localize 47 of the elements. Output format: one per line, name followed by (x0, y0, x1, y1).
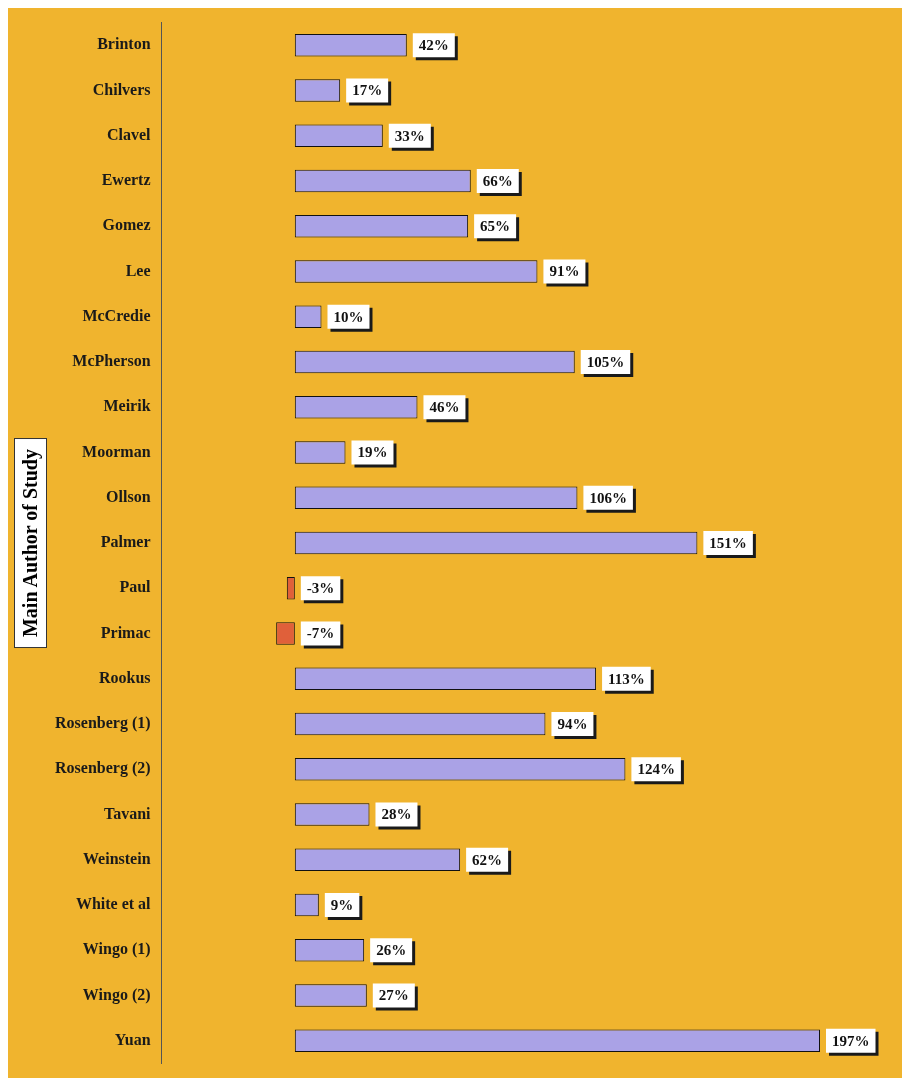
data-label: 151% (709, 534, 747, 551)
y-tick-label: Paul (119, 578, 152, 596)
data-label: -7% (306, 625, 335, 642)
y-tick-label: Yuan (114, 1030, 151, 1048)
data-label: -3% (306, 580, 335, 597)
y-tick-label: Ewertz (101, 171, 151, 189)
y-axis-title: Main Author of Study (13, 437, 47, 648)
y-tick-label: Rosenberg (1) (54, 714, 151, 733)
data-label: 27% (378, 987, 409, 1004)
y-tick-label: Brinton (97, 35, 151, 53)
data-label: 28% (381, 806, 412, 823)
data-label: 19% (357, 444, 388, 461)
data-label: 9% (330, 896, 354, 913)
data-label: 124% (637, 761, 675, 778)
y-tick-label: McCredie (82, 306, 151, 324)
y-tick-label: Meirik (103, 397, 151, 415)
data-label: 46% (429, 399, 460, 416)
data-label: 106% (589, 489, 627, 506)
y-tick-label: Rosenberg (2) (54, 759, 151, 778)
y-tick-label: Clavel (106, 125, 152, 143)
y-tick-label: McPherson (72, 352, 151, 370)
y-tick-label: Wingo (1) (82, 940, 151, 959)
data-label: 17% (352, 82, 383, 99)
data-label: 113% (608, 670, 645, 687)
y-tick-label: Primac (100, 623, 151, 641)
data-label: 42% (418, 37, 449, 54)
y-tick-label: Wingo (2) (82, 985, 151, 1004)
y-tick-label: Rookus (98, 668, 151, 686)
data-label: 26% (376, 942, 407, 959)
data-label: 62% (472, 851, 503, 868)
data-label: 65% (480, 218, 511, 235)
data-label: 105% (586, 353, 625, 370)
data-label: 94% (557, 715, 588, 732)
y-tick-label: Ollson (106, 487, 151, 505)
data-label: 197% (832, 1032, 870, 1049)
data-label: 66% (482, 172, 513, 189)
y-tick-label: Chilvers (92, 80, 151, 98)
y-tick-label: White et al (75, 895, 152, 913)
y-tick-label: Weinstein (82, 849, 151, 867)
y-tick-label: Palmer (100, 533, 151, 551)
data-label: 91% (549, 263, 580, 280)
y-tick-label: Gomez (102, 216, 151, 234)
y-tick-label: Lee (125, 261, 151, 279)
data-label: 10% (333, 308, 364, 325)
y-tick-label: Tavani (103, 804, 152, 822)
data-label: 33% (394, 127, 425, 144)
y-tick-label: Moorman (82, 442, 151, 460)
